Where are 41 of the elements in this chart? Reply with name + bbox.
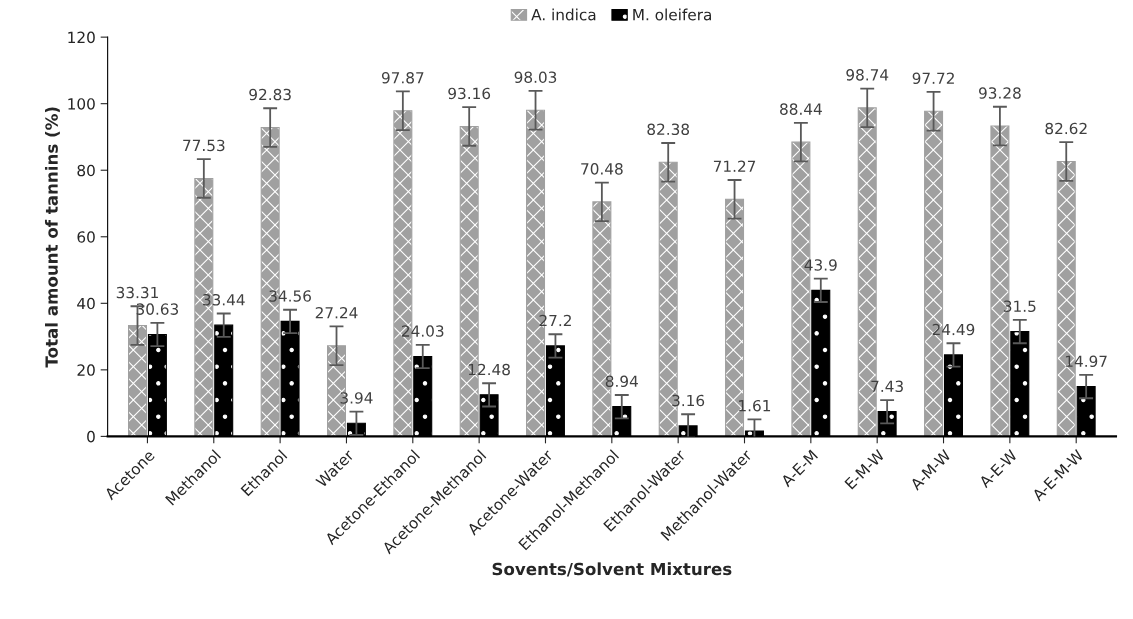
data-label: 93.28 bbox=[979, 87, 1021, 99]
data-label: 33.31 bbox=[116, 286, 158, 299]
data-label: 31.5 bbox=[1003, 300, 1036, 312]
data-label: 27.2 bbox=[539, 314, 571, 327]
legend-label: M. oleifera bbox=[633, 8, 711, 21]
y-axis-title: Total amount of tannins (%) bbox=[44, 107, 60, 368]
y-tick-label: 100 bbox=[68, 98, 95, 110]
data-label: 8.94 bbox=[605, 375, 638, 388]
data-label: 97.87 bbox=[381, 71, 424, 84]
y-tick-label: 0 bbox=[87, 430, 95, 443]
x-axis-title: Sovents/Solvent Mixtures bbox=[492, 562, 732, 577]
data-label: 3.16 bbox=[672, 394, 705, 407]
data-label: 98.74 bbox=[846, 69, 889, 81]
data-label: 1.61 bbox=[739, 399, 771, 412]
data-label: 98.03 bbox=[514, 71, 557, 83]
data-label: 92.83 bbox=[249, 88, 291, 101]
data-label: 43.9 bbox=[804, 259, 837, 271]
data-label: 93.16 bbox=[448, 87, 491, 100]
data-label: 12.48 bbox=[468, 363, 510, 376]
data-label: 24.03 bbox=[402, 325, 444, 337]
data-label: 14.97 bbox=[1065, 355, 1107, 367]
y-tick-label: 20 bbox=[77, 364, 95, 376]
data-label: 3.94 bbox=[340, 392, 373, 404]
legend-label: A. indica bbox=[531, 8, 596, 21]
data-label: 82.62 bbox=[1045, 122, 1087, 135]
y-tick-label: 60 bbox=[77, 231, 95, 243]
data-label: 33.44 bbox=[203, 293, 245, 306]
data-label: 71.27 bbox=[713, 160, 756, 172]
data-label: 82.38 bbox=[647, 123, 690, 136]
data-label: 7.43 bbox=[871, 380, 903, 393]
y-tick-label: 80 bbox=[77, 164, 95, 177]
data-label: 70.48 bbox=[581, 163, 623, 175]
y-tick-label: 120 bbox=[68, 31, 95, 44]
y-tick-label: 40 bbox=[77, 297, 95, 310]
bar bbox=[127, 325, 147, 437]
data-label: 77.53 bbox=[183, 139, 225, 152]
data-label: 27.24 bbox=[315, 306, 358, 319]
data-label: 97.72 bbox=[912, 72, 954, 85]
data-label: 88.44 bbox=[780, 103, 822, 115]
data-label: 34.56 bbox=[269, 290, 311, 302]
data-label: 24.49 bbox=[932, 323, 975, 336]
